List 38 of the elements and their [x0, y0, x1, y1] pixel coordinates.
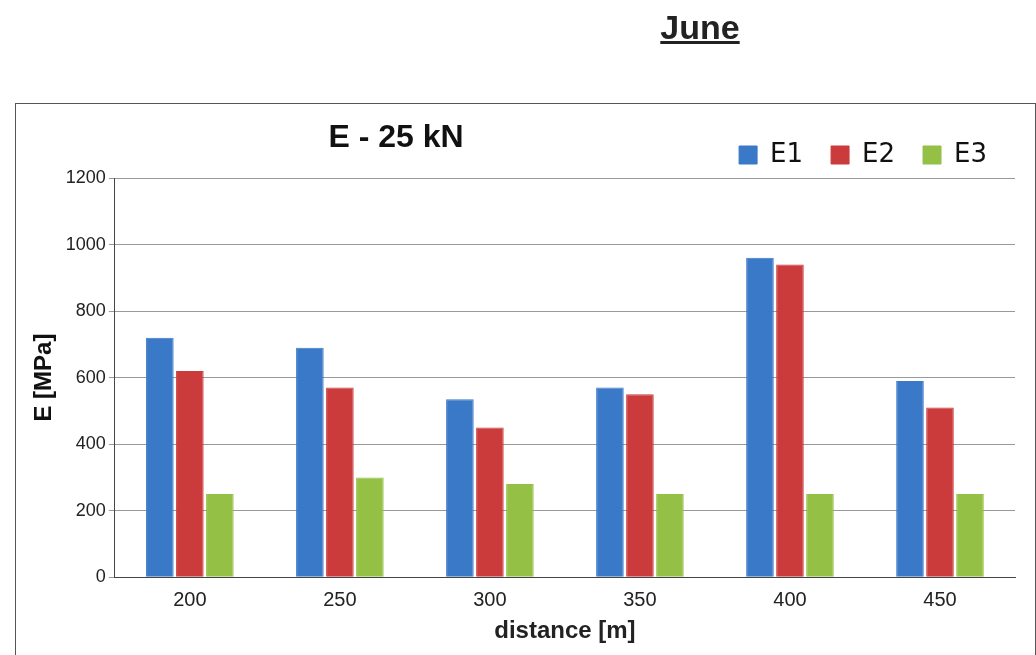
legend-label: E2 [862, 137, 896, 168]
y-tick-label: 0 [95, 566, 106, 587]
bar [326, 387, 354, 577]
bar [746, 257, 774, 577]
legend-label: E3 [954, 137, 988, 168]
bar [776, 264, 804, 577]
bar [656, 494, 684, 577]
x-tick-label: 450 [923, 587, 957, 610]
x-tick-label: 250 [323, 587, 357, 610]
bar [896, 380, 924, 577]
x-tick-label: 200 [173, 587, 207, 610]
bar [926, 407, 954, 577]
bar [506, 484, 534, 577]
y-tick-label: 600 [75, 366, 106, 387]
x-tick-label: 300 [473, 587, 507, 610]
bar [476, 427, 504, 577]
chart-subtitle: June [659, 8, 741, 47]
bar [596, 387, 624, 577]
y-tick-label: 400 [75, 433, 106, 454]
legend-label: E1 [770, 137, 804, 168]
y-tick-label: 800 [75, 300, 106, 321]
bar [146, 337, 174, 577]
bar [356, 477, 384, 577]
x-axis-title: distance [m] [494, 616, 636, 644]
y-axis-title: E [MPa] [29, 333, 57, 422]
bar [296, 347, 324, 577]
bar [446, 399, 474, 577]
x-tick-label: 400 [773, 587, 807, 610]
y-tick-label: 1000 [65, 233, 106, 254]
bar [956, 494, 984, 577]
bar [206, 494, 234, 577]
bar [176, 370, 204, 577]
chart-title: E - 25 kN [327, 118, 465, 155]
bar [626, 394, 654, 577]
y-tick-label: 200 [75, 499, 106, 520]
y-tick-label: 1200 [65, 166, 106, 187]
bar [806, 494, 834, 577]
x-tick-label: 350 [623, 587, 657, 610]
